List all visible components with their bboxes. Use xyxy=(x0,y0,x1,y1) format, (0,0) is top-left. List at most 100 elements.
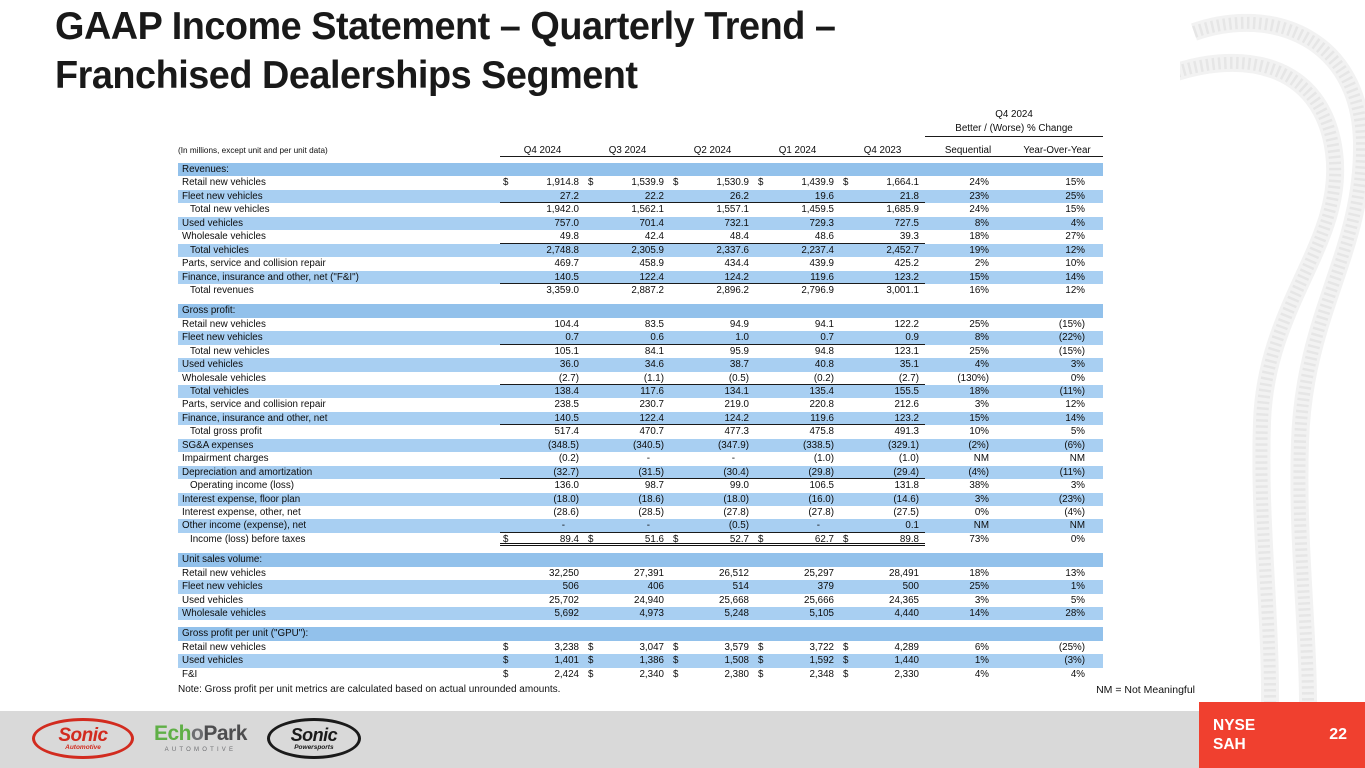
cell-value: 27.2 xyxy=(559,190,579,202)
dollar-sign xyxy=(503,284,512,297)
dollar-sign xyxy=(843,257,852,270)
dollar-sign xyxy=(843,425,852,438)
table-header-row-3: (In millions, except unit and per unit d… xyxy=(178,137,1103,158)
yoy-change: NM xyxy=(1069,453,1085,465)
dollar-sign: $ xyxy=(758,655,764,667)
table-row: Fleet new vehicles 0.7 0.6 1.0 0.7 0.9 8% (22%) xyxy=(178,331,1103,345)
cell-value: - xyxy=(646,453,650,465)
yoy-change: 10% xyxy=(1065,258,1085,270)
value-cell: 42.4 xyxy=(585,230,670,242)
value-cell: (27.8) xyxy=(670,506,755,519)
cell-value: 124.2 xyxy=(724,271,749,283)
value-cell: (31.5) xyxy=(585,466,670,478)
table-row: F&I $2,424 $2,340 $2,380 $2,348 $2,330 4% 4% xyxy=(178,668,1103,681)
dollar-sign: $ xyxy=(758,668,764,680)
row-label: Total gross profit xyxy=(190,426,262,438)
value-cell: $1,440 xyxy=(840,654,925,667)
cell-value: 131.8 xyxy=(894,480,919,492)
cell-value: 469.7 xyxy=(554,258,579,270)
cell-value: 40.8 xyxy=(814,359,834,371)
dollar-sign xyxy=(843,244,852,257)
sonic-automotive-wordmark: Sonic xyxy=(58,724,108,746)
section-header-row: Unit sales volume: xyxy=(178,553,1103,567)
section-title: Unit sales volume: xyxy=(182,554,263,566)
yoy-change: (15%) xyxy=(1058,318,1085,330)
value-cell: 104.4 xyxy=(500,318,585,331)
cell-value: 123.2 xyxy=(894,271,919,283)
dollar-sign xyxy=(503,493,512,506)
section-title: Revenues: xyxy=(182,164,229,175)
row-label: SG&A expenses xyxy=(182,439,254,451)
ticker-symbol: NYSE SAH xyxy=(1213,717,1256,753)
value-cell: 3,359.0 xyxy=(500,284,585,297)
value-cell: 105.1 xyxy=(500,345,585,358)
value-cell: - xyxy=(755,519,840,531)
dollar-sign xyxy=(843,493,852,506)
yoy-change: 0% xyxy=(1070,533,1085,545)
cell-value: 1,530.9 xyxy=(716,177,749,189)
value-cell: (1.0) xyxy=(840,452,925,465)
dollar-sign: $ xyxy=(843,668,849,680)
row-label: Used vehicles xyxy=(182,217,243,229)
value-cell: 48.4 xyxy=(670,230,755,242)
cell-value: (0.2) xyxy=(813,372,834,384)
cell-value: 83.5 xyxy=(644,318,664,330)
value-cell: 500 xyxy=(840,580,925,593)
dollar-sign xyxy=(673,412,682,424)
dollar-sign xyxy=(758,203,767,216)
sequential-change: 3% xyxy=(974,594,989,606)
dollar-sign xyxy=(503,607,512,620)
row-values: $89.4 $51.6 $52.7 $62.7 $89.8 xyxy=(500,533,925,547)
footer-bar xyxy=(0,711,1365,768)
page-title-line1: GAAP Income Statement – Quarterly Trend … xyxy=(55,5,836,48)
dollar-sign: $ xyxy=(673,533,679,545)
sequential-change: 4% xyxy=(974,359,989,371)
dollar-sign xyxy=(843,345,852,358)
value-cell: 117.6 xyxy=(585,385,670,398)
dollar-sign xyxy=(588,567,597,580)
cell-value: (32.7) xyxy=(553,466,579,478)
cell-value: 220.8 xyxy=(809,399,834,411)
value-cell: (0.2) xyxy=(755,372,840,384)
cell-value: 3,359.0 xyxy=(546,284,579,296)
value-cell: 0.7 xyxy=(500,331,585,343)
dollar-sign xyxy=(673,318,682,331)
cell-value: 1,440 xyxy=(894,655,919,667)
row-label: Total revenues xyxy=(190,284,254,296)
value-cell: 5,248 xyxy=(670,607,755,620)
cell-value: 727.5 xyxy=(894,217,919,229)
value-cell: 2,796.9 xyxy=(755,284,840,297)
value-cell: 48.6 xyxy=(755,230,840,242)
sequential-change: 73% xyxy=(969,533,989,545)
value-cell: (2.7) xyxy=(500,372,585,384)
value-cell: 470.7 xyxy=(585,425,670,438)
row-label: Income (loss) before taxes xyxy=(190,533,306,545)
cell-value: 35.1 xyxy=(899,359,919,371)
sequential-change: 15% xyxy=(969,412,989,424)
dollar-sign xyxy=(503,425,512,438)
footer-logos: Sonic Automotive EchoPark AUTOMOTIVE Son… xyxy=(32,718,361,759)
value-cell: - xyxy=(585,519,670,531)
echopark-sub: AUTOMOTIVE xyxy=(164,747,237,753)
row-values: 104.4 83.5 94.9 94.1 122.2 xyxy=(500,318,925,331)
dollar-sign xyxy=(503,244,512,257)
dollar-sign xyxy=(588,190,597,202)
dollar-sign xyxy=(588,607,597,620)
row-values: (18.0) (18.6) (18.0) (16.0) (14.6) xyxy=(500,493,925,506)
dollar-sign xyxy=(843,580,852,593)
yoy-change: 28% xyxy=(1065,608,1085,619)
cell-value: (27.8) xyxy=(723,506,749,518)
sequential-column-header: Sequential xyxy=(944,145,992,156)
value-cell: 1,685.9 xyxy=(840,203,925,216)
value-cell: $1,914.8 xyxy=(500,176,585,189)
cell-value: 230.7 xyxy=(639,399,664,411)
value-cell: 727.5 xyxy=(840,217,925,230)
dollar-sign xyxy=(758,506,767,519)
value-cell: 94.1 xyxy=(755,318,840,331)
value-cell: (14.6) xyxy=(840,493,925,506)
cell-value: 3,722 xyxy=(809,641,834,653)
value-cell: 2,748.8 xyxy=(500,244,585,257)
row-values: 517.4 470.7 477.3 475.8 491.3 xyxy=(500,425,925,438)
value-cell: (29.4) xyxy=(840,466,925,478)
dollar-sign xyxy=(588,372,597,384)
